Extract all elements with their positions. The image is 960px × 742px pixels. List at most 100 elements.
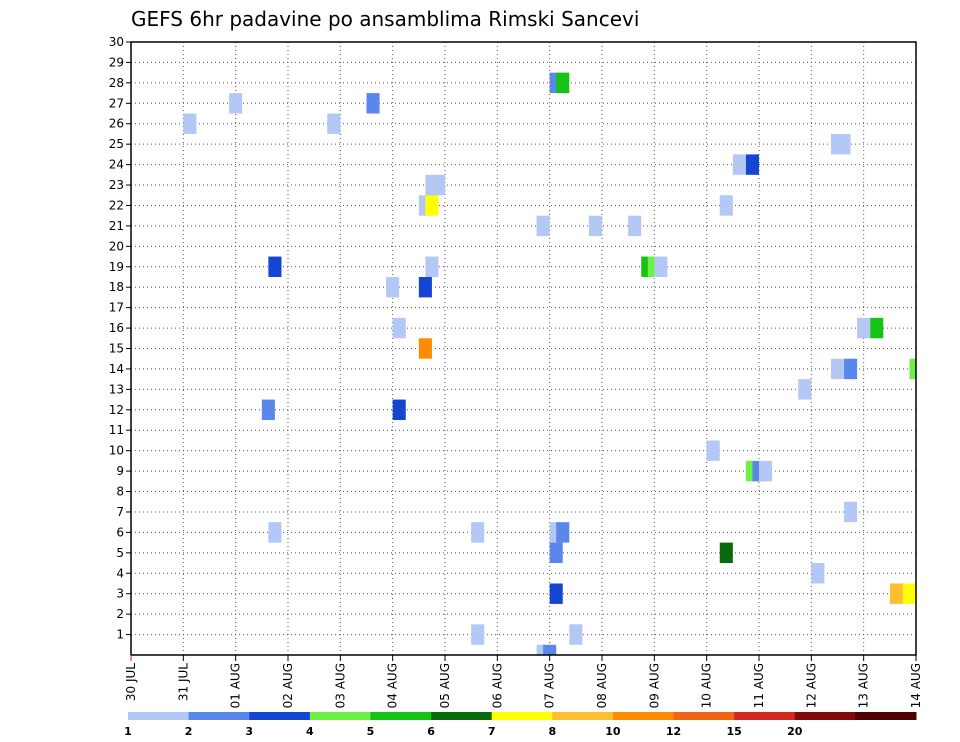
- x-tick-label: 13 AUG: [857, 663, 871, 708]
- precip-cell: [830, 358, 845, 380]
- precip-cell: [870, 317, 884, 339]
- y-tick-label: 27: [109, 96, 124, 110]
- legend-swatch: [188, 712, 250, 720]
- precip-cell: [732, 154, 746, 175]
- y-tick-label: 14: [109, 362, 124, 376]
- y-tick-label: 21: [109, 219, 124, 233]
- legend-label: 3: [245, 725, 253, 738]
- x-tick-label: 01 AUG: [229, 663, 243, 708]
- y-tick-label: 12: [109, 403, 124, 417]
- legend-swatch: [309, 712, 371, 720]
- precip-cell: [844, 501, 858, 523]
- legend-swatch: [673, 712, 735, 720]
- y-tick-label: 8: [116, 485, 124, 499]
- x-tick-label: 12 AUG: [804, 663, 818, 708]
- precip-cell: [857, 317, 871, 339]
- legend-label: 8: [548, 725, 556, 738]
- precip-cell: [268, 522, 282, 543]
- precip-cell: [889, 583, 903, 604]
- legend-label: 15: [726, 725, 741, 738]
- y-tick-label: 4: [116, 566, 124, 580]
- grid-lines: [131, 42, 916, 655]
- precip-cell: [431, 174, 445, 196]
- legend-label: 2: [185, 725, 193, 738]
- chart-title: GEFS 6hr padavine po ansamblima Rimski S…: [131, 7, 639, 31]
- y-tick-label: 13: [109, 382, 124, 396]
- precip-cell: [425, 256, 439, 277]
- precip-cell: [418, 338, 432, 359]
- x-tick-label: 30 JUL: [124, 663, 138, 701]
- precip-cell: [745, 154, 759, 175]
- legend-swatch: [794, 712, 856, 720]
- precip-cell: [471, 624, 485, 645]
- legend-swatch: [552, 712, 614, 720]
- x-tick-label: 11 AUG: [752, 663, 766, 708]
- y-axis: 1234567891011121314151617181920212223242…: [109, 35, 131, 642]
- precip-cell: [902, 583, 916, 604]
- y-tick-label: 3: [116, 587, 124, 601]
- precip-cell: [471, 522, 485, 543]
- precip-cell: [719, 542, 733, 564]
- y-tick-label: 19: [109, 260, 124, 274]
- y-tick-label: 30: [109, 35, 124, 49]
- x-tick-label: 03 AUG: [333, 663, 347, 708]
- x-tick-label: 02 AUG: [281, 663, 295, 708]
- y-tick-label: 7: [116, 505, 124, 519]
- precip-cell: [556, 522, 570, 543]
- precip-cell: [327, 113, 341, 134]
- y-tick-label: 23: [109, 178, 124, 192]
- y-tick-label: 22: [109, 198, 124, 212]
- x-tick-label: 09 AUG: [647, 663, 661, 708]
- legend-swatch: [855, 712, 917, 720]
- y-tick-label: 20: [109, 239, 124, 253]
- legend-label: 5: [367, 725, 375, 738]
- x-tick-label: 14 AUG: [909, 663, 923, 708]
- x-axis: 30 JUL 31 JUL 01 AUG 02 AUG 03 AUG 04 AUG 05 A…: [124, 655, 923, 708]
- precip-cell: [556, 72, 570, 94]
- legend-swatch: [370, 712, 432, 720]
- precip-cell: [844, 358, 858, 380]
- y-tick-label: 6: [116, 525, 124, 539]
- legend-swatch: [491, 712, 553, 720]
- y-tick-label: 5: [116, 546, 124, 560]
- legend-label: 7: [488, 725, 496, 738]
- precip-cell: [549, 583, 563, 604]
- precip-cell: [837, 133, 851, 155]
- y-tick-label: 28: [109, 76, 124, 90]
- precip-cell: [549, 542, 563, 564]
- legend-label: 20: [787, 725, 803, 738]
- x-tick-label: 04 AUG: [386, 663, 400, 708]
- precip-cell: [229, 93, 243, 114]
- precip-cells: [183, 72, 916, 655]
- y-tick-label: 11: [109, 423, 124, 437]
- precip-cell: [366, 93, 380, 114]
- legend-swatch: [431, 712, 493, 720]
- precip-cell: [706, 440, 720, 461]
- precip-cell: [759, 460, 773, 482]
- y-tick-label: 17: [109, 301, 124, 315]
- x-tick-label: 08 AUG: [595, 663, 609, 708]
- y-tick-label: 18: [109, 280, 124, 294]
- precip-cell: [268, 256, 282, 277]
- precip-cell: [543, 644, 557, 655]
- precip-cell: [392, 399, 406, 421]
- precip-cell: [418, 276, 432, 298]
- precip-cell: [719, 195, 733, 216]
- precip-cell: [811, 563, 825, 584]
- precip-cell: [425, 195, 439, 216]
- legend-label: 12: [666, 725, 681, 738]
- y-tick-label: 1: [116, 628, 124, 642]
- precip-cell: [536, 215, 550, 237]
- precip-cell: [386, 276, 400, 298]
- precip-cell: [628, 215, 642, 237]
- y-tick-label: 9: [116, 464, 124, 478]
- legend-label: 4: [306, 725, 314, 738]
- y-tick-label: 15: [109, 342, 124, 356]
- precip-cell: [183, 113, 197, 134]
- y-tick-label: 29: [109, 55, 124, 69]
- precip-cell: [569, 624, 583, 645]
- precip-cell: [654, 256, 668, 277]
- precip-cell: [909, 358, 916, 380]
- x-tick-label: 10 AUG: [700, 663, 714, 708]
